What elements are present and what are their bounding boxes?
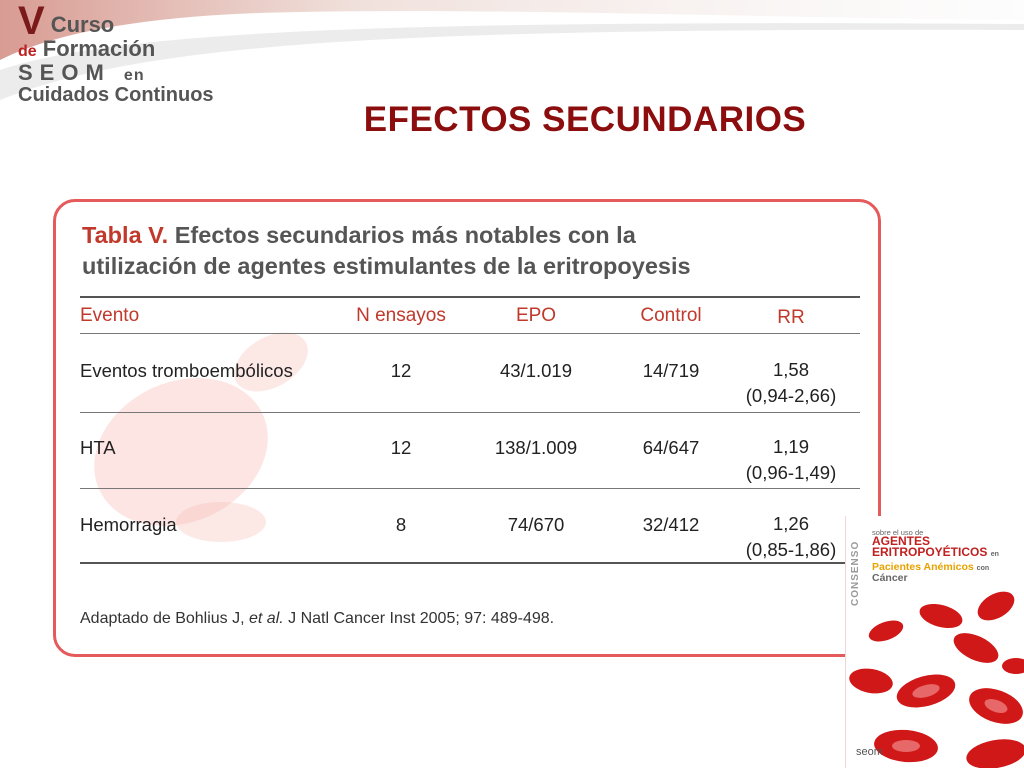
row2-rr: 1,19 (0,96-1,49) [736,434,846,486]
header-evento: Evento [80,305,140,326]
row3-epo: 74/670 [507,514,565,535]
book-line1: sobre el uso de [872,528,924,537]
source-prefix: Adaptado de Bohlius J, [80,610,245,627]
row2-rr-value: 1,19 [772,436,809,457]
row1-evento: Eventos tromboembólicos [80,360,293,381]
header-n-ensayos: N ensayos [356,305,446,326]
table-number: Tabla V. [82,222,169,248]
row1-control: 14/719 [642,360,700,381]
row1-rr: 1,58 (0,94-2,66) [736,357,846,409]
book-cancer: Cáncer [872,572,908,584]
row3-evento: Hemorragia [80,514,177,535]
source-suffix: J Natl Cancer Inst 2005; 97: 489-498. [288,610,555,627]
source-etal: et al. [249,610,284,627]
row3-rr-ci: (0,85-1,86) [745,539,837,560]
book-pacientes: Pacientes Anémicos [872,561,974,573]
header-control: Control [640,305,702,326]
row2-epo: 138/1.009 [494,437,578,458]
row3-rr: 1,26 (0,85-1,86) [736,511,846,563]
row1-epo: 43/1.019 [499,360,572,381]
header-swoosh [0,0,1024,100]
table-rule-top [80,296,860,298]
row1-rr-value: 1,58 [772,359,809,380]
row3-rr-value: 1,26 [772,513,809,534]
book-agentes: AGENTES [872,534,931,548]
course-logo: V Curso de Formación SEOM en Cuidados Con… [18,0,214,106]
book-cover: CONSENSO sobre el uso de AGENTES ERITROP… [845,516,1024,768]
logo-de: de [18,43,37,60]
row2-rr-ci: (0,96-1,49) [745,462,837,483]
logo-seom: SEOM [18,60,111,85]
table-title: Tabla V. Efectos secundarios más notable… [82,220,691,282]
book-eritropoyeticos: ERITROPOYÉTICOS [872,545,988,559]
logo-v: V [18,0,45,43]
table-rule-header [80,333,860,334]
logo-formacion: Formación [42,36,156,61]
table-title-line1: Efectos secundarios más notables con la [174,222,636,248]
book-line3: Pacientes Anémicos con [872,561,989,573]
table-rule-bottom [80,562,860,564]
logo-curso: Curso [50,12,115,37]
row2-n: 12 [390,437,412,458]
row1-rr-ci: (0,94-2,66) [745,385,837,406]
table-title-line2: utilización de agentes estimulantes de l… [82,253,691,279]
logo-en: en [123,67,145,84]
table-rule-row2 [80,488,860,489]
red-blood-cells-icon [849,591,1024,768]
row3-control: 32/412 [642,514,700,535]
book-con: con [976,565,990,572]
header-rr: RR [777,307,805,328]
row2-evento: HTA [80,437,116,458]
row3-n: 8 [395,514,407,535]
row2-control: 64/647 [642,437,700,458]
book-seal: seom [856,746,883,758]
table-rule-row1 [80,412,860,413]
row1-n: 12 [390,360,412,381]
book-en: en [990,551,999,558]
table-source: Adaptado de Bohlius J, et al. J Natl Can… [80,610,554,628]
book-line2: AGENTES ERITROPOYÉTICOS en [872,534,999,560]
header-epo: EPO [515,305,557,326]
slide-title: EFECTOS SECUNDARIOS [363,100,807,139]
logo-cuidados: Cuidados Continuos [18,84,214,106]
table-card: Tabla V. Efectos secundarios más notable… [53,199,881,657]
